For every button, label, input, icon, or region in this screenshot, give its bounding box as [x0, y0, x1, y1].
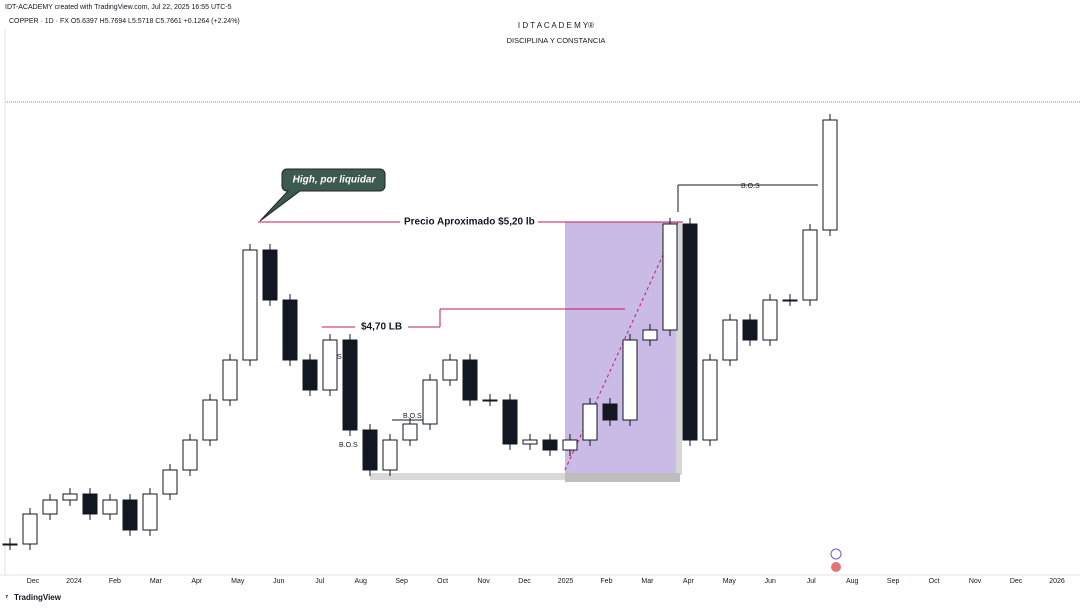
x-tick-label: Mar	[641, 578, 654, 585]
candle	[282, 299, 298, 361]
x-tick-label: Nov	[477, 578, 490, 585]
candle	[22, 513, 38, 545]
x-tick-label: 2026	[1049, 578, 1065, 585]
candle	[122, 499, 138, 531]
x-tick-label: Jun	[273, 578, 284, 585]
bos-label: B.O.S	[339, 442, 358, 449]
x-tick-label: Apr	[191, 578, 203, 585]
x-tick-label: Dec	[27, 578, 40, 585]
x-tick-label: Feb	[600, 578, 612, 585]
candle	[82, 493, 98, 515]
candle	[822, 119, 838, 231]
x-tick-label: Oct	[929, 578, 940, 585]
candle	[542, 439, 558, 451]
candle	[702, 359, 718, 441]
liquidity-bar	[565, 473, 680, 482]
x-tick-label: Jun	[765, 578, 776, 585]
candle	[402, 423, 418, 441]
candle	[522, 439, 538, 445]
candle	[322, 339, 338, 391]
x-tick-label: May	[231, 578, 245, 585]
candle	[662, 223, 678, 331]
zone-edge	[676, 222, 682, 475]
candle	[162, 469, 178, 495]
x-tick-label: Aug	[846, 578, 859, 585]
candle	[202, 399, 218, 441]
level-label: Precio Aproximado $5,20 lb	[404, 217, 535, 228]
bos-label: B.O.S	[741, 183, 760, 190]
candle	[222, 359, 238, 401]
subtitle: DISCIPLINA Y CONSTANCIA	[507, 36, 606, 45]
candle	[742, 319, 758, 341]
x-tick-label: Jul	[807, 578, 816, 585]
brand-logo: ⁷	[5, 593, 8, 602]
candle	[182, 439, 198, 471]
candle	[562, 439, 578, 451]
x-tick-label: Dec	[518, 578, 531, 585]
credit: IDT-ACADEMY created with TradingView.com…	[5, 4, 232, 11]
icon	[830, 548, 842, 560]
level-label: $4,70 LB	[361, 322, 402, 333]
candle	[42, 499, 58, 515]
x-tick-label: Feb	[109, 578, 121, 585]
candle	[502, 399, 518, 445]
candle	[142, 493, 158, 531]
candle	[802, 229, 818, 301]
candle	[462, 359, 478, 401]
x-tick-label: Aug	[354, 578, 367, 585]
x-tick-label: 2025	[558, 578, 574, 585]
icon	[831, 562, 841, 572]
candle	[682, 223, 698, 441]
candle	[482, 399, 498, 402]
x-tick-label: Sep	[395, 578, 408, 585]
symbol-info: COPPER · 1D · FX O5.6397 H5.7694 L5.5718…	[9, 18, 240, 25]
candle	[642, 329, 658, 341]
candle	[622, 339, 638, 421]
liquidity-bar	[370, 473, 680, 480]
bos-label: B.O.S	[403, 413, 422, 420]
x-tick-label: Mar	[150, 578, 163, 585]
candle	[582, 403, 598, 441]
x-tick-label: Sep	[887, 578, 900, 585]
x-tick-label: Oct	[437, 578, 448, 585]
candle	[342, 339, 358, 431]
x-tick-label: Dec	[1010, 578, 1023, 585]
candle	[762, 299, 778, 341]
callout-text: High, por liquidar	[293, 175, 377, 186]
x-tick-label: 2024	[66, 578, 82, 585]
x-tick-label: May	[723, 578, 737, 585]
candle	[102, 499, 118, 515]
candle	[242, 249, 258, 361]
candle	[62, 493, 78, 501]
candle	[442, 359, 458, 381]
brand: TradingView	[14, 593, 62, 602]
candle	[2, 543, 18, 546]
x-tick-label: Nov	[969, 578, 982, 585]
candle	[782, 299, 798, 302]
candle	[302, 359, 318, 391]
x-tick-label: Jul	[315, 578, 324, 585]
title: I D T A C A D E M Y®	[518, 21, 594, 30]
candle	[362, 429, 378, 471]
candle	[262, 249, 278, 301]
candle	[422, 379, 438, 425]
candle	[722, 319, 738, 361]
candle	[382, 439, 398, 471]
x-tick-label: Apr	[683, 578, 695, 585]
candle	[602, 403, 618, 421]
callout-box	[259, 168, 386, 222]
